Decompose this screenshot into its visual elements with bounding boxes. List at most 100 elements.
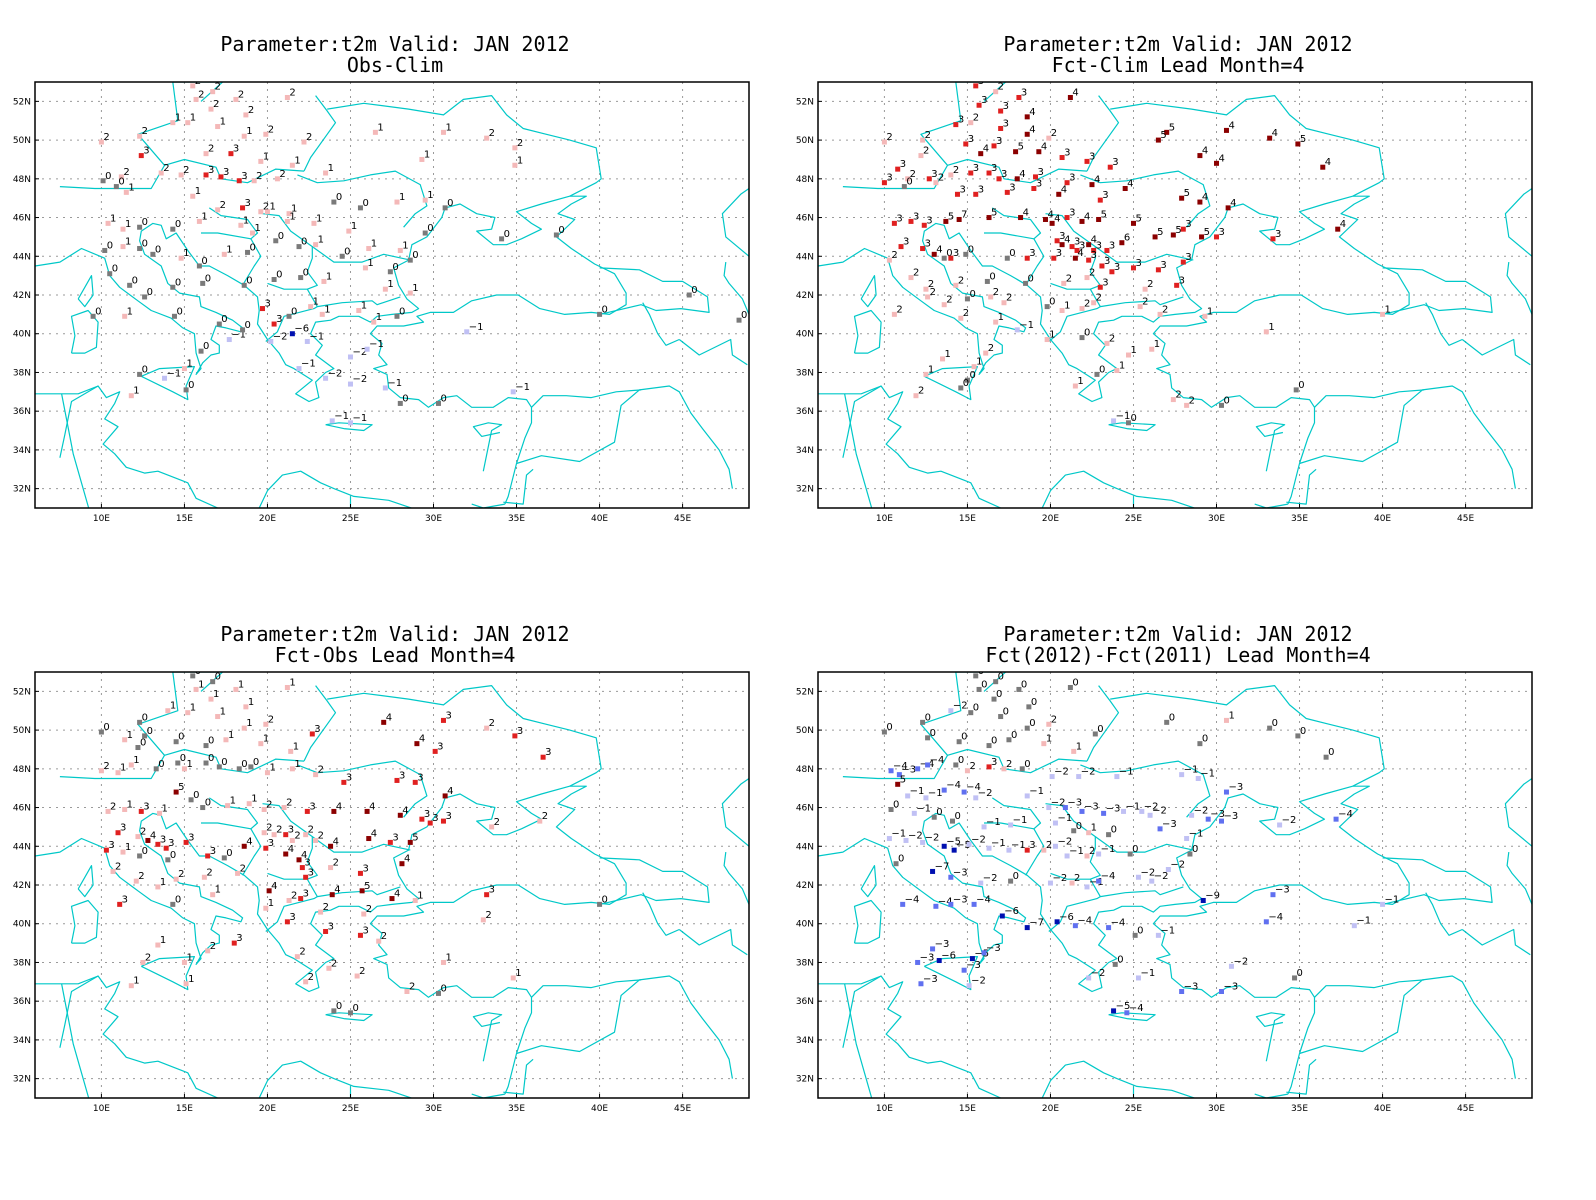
station-value: −3 <box>1223 982 1238 993</box>
y-tick-label: 40N <box>796 330 814 340</box>
station-marker <box>948 874 954 880</box>
coastline <box>723 262 749 315</box>
coastline <box>1425 302 1463 346</box>
station-marker <box>394 199 400 205</box>
station-value: 0 <box>241 759 247 770</box>
station-marker <box>1041 847 1047 853</box>
x-tick-label: 15E <box>959 514 976 524</box>
station-value: 4 <box>301 850 307 861</box>
station-value: 0 <box>898 854 904 865</box>
station-marker <box>893 861 899 867</box>
station-marker <box>210 89 216 95</box>
station-marker <box>347 381 353 387</box>
station-marker <box>1214 234 1220 240</box>
station-value: 3 <box>1038 167 1044 178</box>
station-value: 1 <box>128 182 134 193</box>
station-marker <box>900 901 906 907</box>
station-marker <box>911 810 917 816</box>
station-value: 1 <box>228 730 234 741</box>
station-marker <box>1079 808 1085 814</box>
station-value: 0 <box>278 231 284 242</box>
station-value: 0 <box>147 726 153 737</box>
station-value: 3 <box>1091 250 1097 261</box>
station-marker <box>304 338 310 344</box>
y-tick-label: 32N <box>13 485 31 495</box>
station-value: 2 <box>308 825 314 836</box>
station-marker <box>1096 878 1102 884</box>
station-value: 2 <box>963 308 969 319</box>
station-marker <box>241 843 247 849</box>
station-marker <box>1079 218 1085 224</box>
station-marker <box>1074 247 1080 253</box>
station-value: −2 <box>925 832 940 843</box>
station-value: 0 <box>201 256 207 267</box>
coastline <box>860 275 877 308</box>
y-tick-label: 52N <box>13 687 31 697</box>
station-marker <box>382 385 388 391</box>
station-value: 1 <box>1049 330 1055 341</box>
station-marker <box>440 717 446 723</box>
station-marker <box>1214 160 1220 166</box>
station-value: 3 <box>308 867 314 878</box>
panel-title-line1: Parameter:t2m Valid: JAN 2012 <box>1003 32 1353 56</box>
coastline <box>59 975 99 1048</box>
station-value: 2 <box>1051 128 1057 139</box>
station-value: 1 <box>326 271 332 282</box>
station-value: −2 <box>1233 956 1248 967</box>
station-value: 0 <box>205 273 211 284</box>
station-value: 3 <box>245 198 251 209</box>
station-value: 3 <box>903 237 909 248</box>
panel-title-line1: Parameter:t2m Valid: JAN 2012 <box>220 32 570 56</box>
station-marker <box>263 845 269 851</box>
station-value: 0 <box>1031 697 1037 708</box>
station-value: 4 <box>1084 211 1090 222</box>
station-value: −6 <box>1004 906 1019 917</box>
station-value: 0 <box>1011 730 1017 741</box>
station-marker <box>905 176 911 182</box>
station-value: 0 <box>440 983 446 994</box>
station-value: −5 <box>1116 1001 1131 1012</box>
station-value: 5 <box>1101 209 1107 220</box>
station-value: −7 <box>1029 918 1044 929</box>
station-marker <box>205 948 211 954</box>
y-tick-label: 48N <box>796 175 814 185</box>
station-value: 2 <box>323 902 329 913</box>
station-marker <box>1380 901 1386 907</box>
station-value: 1 <box>318 235 324 246</box>
station-marker <box>245 249 251 255</box>
station-marker <box>981 824 987 830</box>
station-value: 0 <box>175 277 181 288</box>
x-tick-label: 40E <box>1374 514 1391 524</box>
station-value: −1 <box>1200 769 1215 780</box>
station-marker <box>183 839 189 845</box>
station-value: 3 <box>978 76 984 87</box>
station-value: −1 <box>1119 767 1134 778</box>
station-marker <box>964 377 970 383</box>
station-marker <box>1130 220 1136 226</box>
coastline <box>924 956 978 991</box>
station-value: 1 <box>186 759 192 770</box>
station-marker <box>1064 853 1070 859</box>
station-marker <box>964 296 970 302</box>
station-marker <box>1195 776 1201 781</box>
station-marker <box>1293 387 1299 393</box>
station-marker <box>258 158 264 164</box>
station-value: 3 <box>991 757 997 768</box>
x-tick-label: 40E <box>591 1104 608 1114</box>
station-value: 1 <box>220 117 226 128</box>
station-value: 3 <box>1179 275 1185 286</box>
station-marker <box>1335 226 1341 232</box>
coastline <box>503 1058 534 1095</box>
x-tick-label: 10E <box>93 1104 110 1114</box>
coastline <box>201 232 252 240</box>
station-marker <box>155 884 161 890</box>
station-marker <box>597 311 603 317</box>
station-marker <box>122 806 128 812</box>
station-value: 2 <box>276 825 282 836</box>
station-marker <box>930 946 936 952</box>
station-marker <box>1200 897 1206 903</box>
station-value: 2 <box>145 952 151 963</box>
station-marker <box>137 719 143 725</box>
station-value: 2 <box>140 827 146 838</box>
